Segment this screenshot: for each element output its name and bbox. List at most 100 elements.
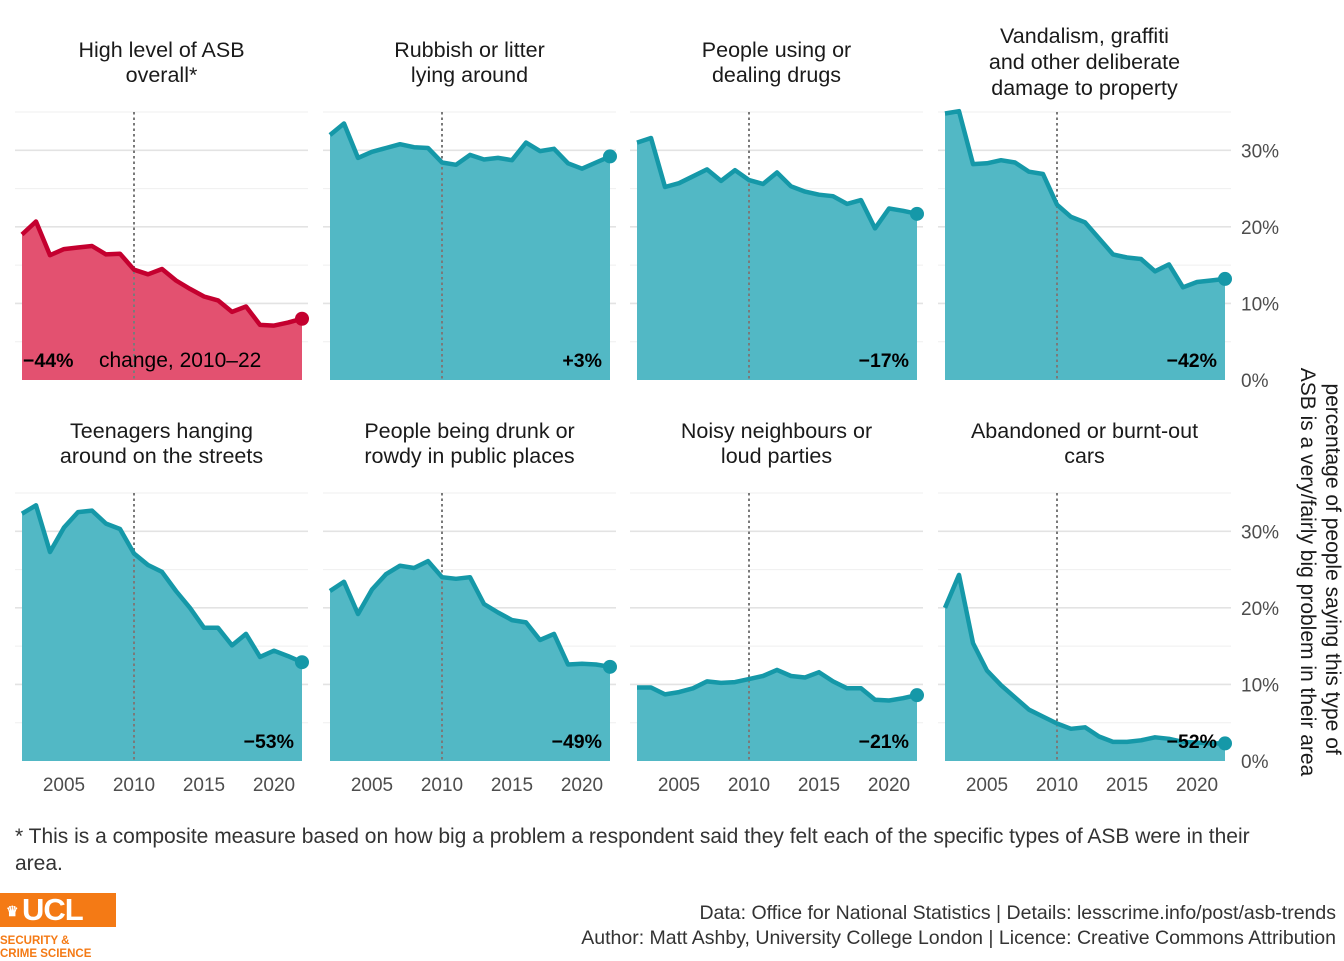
series-endpoint (295, 655, 309, 670)
series-area (22, 505, 302, 761)
change-label: −21% (859, 731, 909, 753)
panel-title-line: High level of ASB (78, 38, 244, 62)
y-tick-label: 10% (1241, 675, 1279, 696)
y-tick-label: 30% (1241, 141, 1279, 162)
x-tick-label: 2005 (966, 775, 1008, 796)
series-line (328, 558, 611, 670)
panel-title-line: overall* (126, 63, 198, 87)
y-tick-label: 20% (1241, 218, 1279, 239)
y-axis-label-line1: percentage of people saying this type of (1321, 383, 1344, 754)
series-line (637, 667, 918, 703)
series-endpoint (1218, 271, 1232, 286)
x-tick-label: 2015 (798, 775, 840, 796)
series-area (945, 574, 1225, 761)
panel-5: Teenagers hanging around on the streets −5… (15, 419, 309, 796)
series-line (20, 503, 303, 665)
panel-2: Rubbish or litter lying around +3% (323, 38, 617, 380)
panel-6: People being drunk or rowdy in public pla… (323, 419, 617, 796)
panel-title: Rubbish or litter lying around (394, 38, 545, 87)
small-multiples: High level of ASB overall* −44% change, 201… (15, 24, 1232, 796)
y-axis-label: percentage of people saying this type of… (1296, 368, 1344, 777)
y-axis-label-line2: ASB is a very/fairly big problem in thei… (1296, 368, 1319, 777)
panel-title: Abandoned or burnt-out cars (971, 419, 1198, 468)
panel-title: Vandalism, graffiti and other deliberate d… (989, 24, 1180, 100)
panel-title-line: People being drunk or (364, 419, 574, 443)
panel-title-line: rowdy in public places (364, 444, 574, 468)
panel-title-line: damage to property (991, 76, 1178, 100)
x-tick-label: 2020 (253, 775, 295, 796)
panel-title-line: People using or (702, 38, 851, 62)
x-tick-label: 2010 (1036, 775, 1078, 796)
change-label: −44% (23, 350, 73, 372)
x-tick-label: 2015 (491, 775, 533, 796)
y-tick-label: 10% (1241, 294, 1279, 315)
series-area (22, 221, 302, 380)
series-line (20, 219, 303, 328)
series-area (330, 123, 610, 380)
y-tick-label: 0% (1241, 752, 1269, 773)
x-tick-label: 2010 (113, 775, 155, 796)
x-tick-label: 2005 (43, 775, 85, 796)
change-label: −42% (1167, 350, 1217, 372)
credits-author: Author: Matt Ashby, University College L… (581, 927, 1336, 949)
series-endpoint (295, 311, 309, 326)
panel-title-line: cars (1064, 444, 1105, 468)
panel-4: Vandalism, graffiti and other deliberate d… (938, 24, 1232, 380)
panel-title: People being drunk or rowdy in public pla… (364, 419, 574, 468)
series-area (637, 138, 917, 380)
x-tick-label: 2020 (561, 775, 603, 796)
series-endpoint (910, 206, 924, 221)
panel-8: Abandoned or burnt-out cars −52% 2005 2010 20… (938, 419, 1232, 796)
change-label: +3% (562, 350, 602, 372)
footnote: * This is a composite measure based on h… (15, 825, 1250, 875)
x-tick-label: 2010 (728, 775, 770, 796)
change-note: change, 2010–22 (99, 349, 261, 372)
logo-subtitle: SECURITY & CRIME SCIENCE (0, 935, 91, 961)
panel-1: High level of ASB overall* −44% change, 201… (15, 38, 309, 380)
change-label: −49% (552, 731, 602, 753)
logo-box (0, 893, 116, 927)
panel-title-line: and other deliberate (989, 50, 1180, 74)
panel-title-line: lying around (411, 63, 528, 87)
change-label: −52% (1167, 731, 1217, 753)
panel-title-line: Teenagers hanging (70, 419, 253, 443)
panel-title-line: Abandoned or burnt-out (971, 419, 1198, 443)
series-line (636, 135, 918, 231)
y-axis-right: 0% 10% 20% 30% 0% 10% 20% 30% (1241, 141, 1279, 773)
x-tick-label: 2015 (183, 775, 225, 796)
panel-title-line: dealing drugs (712, 63, 841, 87)
ucl-logo: ♛ UCL SECURITY & CRIME SCIENCE (0, 893, 118, 961)
panel-title: High level of ASB overall* (78, 38, 244, 87)
series-area (637, 669, 917, 761)
x-tick-label: 2015 (1106, 775, 1148, 796)
x-tick-label: 2010 (421, 775, 463, 796)
series-area (945, 111, 1225, 380)
logo-subtitle-line1: SECURITY & (0, 935, 70, 947)
change-label: −17% (859, 350, 909, 372)
panel-7: Noisy neighbours or loud parties −21% 2005 2… (630, 419, 924, 796)
panel-title: Noisy neighbours or loud parties (681, 419, 872, 468)
series-line (944, 108, 1226, 290)
panel-title-line: Vandalism, graffiti (1000, 24, 1169, 48)
series-endpoint (910, 688, 924, 703)
series-endpoint (1218, 736, 1232, 751)
panel-title-line: Noisy neighbours or (681, 419, 872, 443)
series-area (330, 561, 610, 761)
x-tick-label: 2005 (658, 775, 700, 796)
panel-title: Teenagers hanging around on the streets (60, 419, 263, 468)
y-tick-label: 0% (1241, 371, 1269, 392)
change-label: −53% (244, 731, 294, 753)
series-endpoint (603, 149, 617, 164)
series-line (328, 121, 611, 171)
y-tick-label: 30% (1241, 522, 1279, 543)
series-endpoint (603, 659, 617, 674)
panel-title-line: Rubbish or litter (394, 38, 545, 62)
panel-title: People using or dealing drugs (702, 38, 851, 87)
x-tick-label: 2005 (351, 775, 393, 796)
x-tick-label: 2020 (868, 775, 910, 796)
x-tick-label: 2020 (1176, 775, 1218, 796)
y-tick-label: 20% (1241, 599, 1279, 620)
panel-3: People using or dealing drugs −17% (630, 38, 924, 380)
credits-data-source: Data: Office for National Statistics | D… (699, 902, 1336, 924)
